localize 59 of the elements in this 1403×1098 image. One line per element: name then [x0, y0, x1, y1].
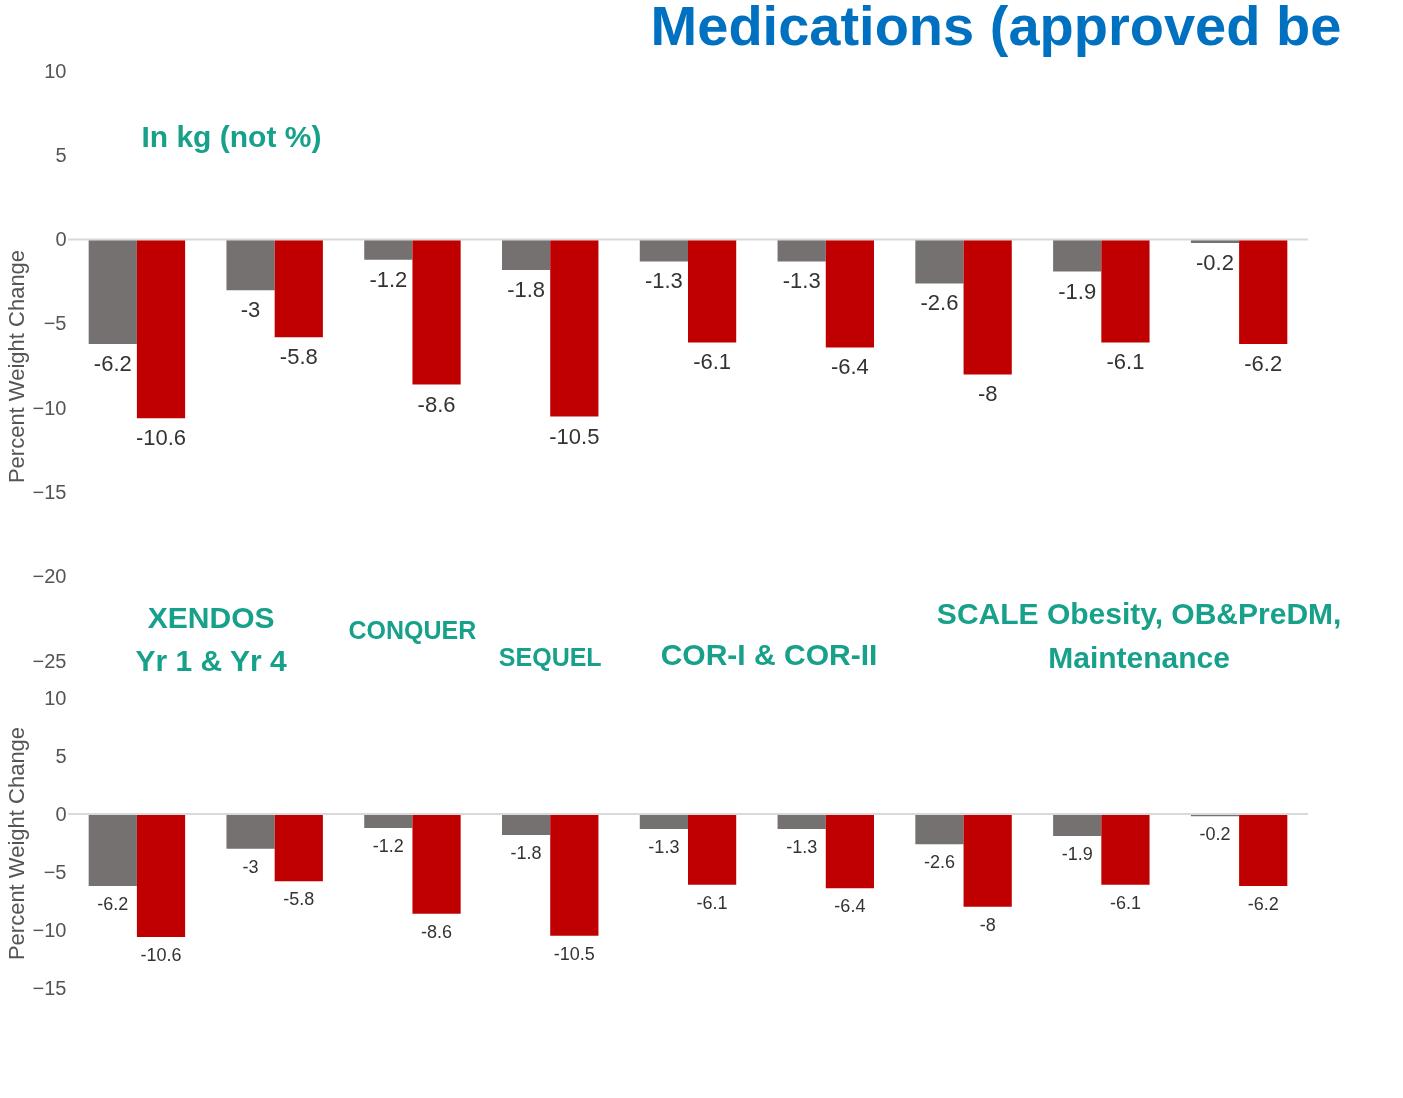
data-label: -2.6 [920, 290, 959, 316]
chart-title: Medications (approved be [650, 0, 1342, 57]
data-label: -1.3 [644, 268, 683, 294]
data-label: -0.2 [1199, 824, 1231, 845]
annotation: SEQUEL [498, 642, 602, 671]
data-label: -6.1 [696, 892, 728, 913]
y-tick-label: −25 [32, 649, 67, 672]
data-label: -8 [979, 914, 996, 935]
y-axis-title: Percent Weight Change [3, 249, 29, 484]
y-tick-label: 0 [55, 802, 67, 825]
data-label: -5.8 [283, 889, 315, 910]
data-label: -2.6 [923, 852, 955, 873]
y-tick-label: −15 [32, 480, 67, 503]
data-label: -1.8 [510, 842, 542, 863]
data-label: -6.2 [1247, 893, 1279, 914]
data-label: -8 [977, 381, 998, 407]
y-axis-title: Percent Weight Change [3, 726, 29, 961]
data-label: -1.3 [786, 837, 818, 858]
data-label: -6.4 [830, 354, 869, 380]
y-tick-label: 10 [44, 686, 67, 709]
data-label: -8.6 [417, 391, 456, 417]
data-label: -6.4 [834, 896, 866, 917]
data-label: -6.1 [1109, 892, 1141, 913]
data-label: -10.6 [135, 425, 187, 451]
annotation: COR-I & COR-II [660, 637, 878, 671]
data-label: -3 [242, 856, 259, 877]
data-label: -10.5 [553, 943, 595, 964]
annotation: XENDOS Yr 1 & Yr 4 [135, 600, 288, 678]
annotation: SCALE Obesity, OB&PreDM, Maintenance [936, 597, 1342, 674]
y-tick-label: −5 [43, 860, 67, 883]
y-tick-label: 5 [55, 744, 67, 767]
y-tick-label: −10 [32, 396, 67, 419]
y-tick-label: 0 [55, 228, 67, 251]
data-label: -6.2 [1244, 351, 1283, 377]
y-tick-label: −15 [32, 976, 67, 999]
data-label: -6.2 [93, 351, 132, 377]
data-label: -1.2 [369, 266, 408, 292]
y-tick-label: −10 [32, 918, 67, 941]
y-tick-label: −5 [43, 312, 67, 335]
y-tick-label: 10 [44, 59, 67, 82]
data-label: -8.6 [421, 921, 453, 942]
data-label: -6.1 [693, 349, 732, 375]
data-label: -1.9 [1061, 844, 1093, 865]
data-label: -1.8 [507, 276, 546, 302]
y-tick-label: 5 [55, 143, 67, 166]
data-label: -6.1 [1106, 349, 1145, 375]
data-label: -6.2 [97, 893, 129, 914]
data-label: -0.2 [1196, 249, 1234, 275]
data-label: -1.3 [648, 837, 680, 858]
data-label: -1.9 [1058, 278, 1097, 304]
y-tick-label: −20 [32, 565, 67, 588]
data-label: -10.5 [549, 423, 600, 449]
data-label: -1.3 [782, 268, 821, 294]
annotation: In kg (not %) [141, 120, 322, 154]
annotation: CONQUER [348, 615, 477, 644]
data-label: -5.8 [279, 344, 318, 370]
data-label: -10.6 [140, 944, 182, 965]
data-label: -1.2 [372, 835, 404, 856]
data-label: -3 [240, 297, 261, 323]
